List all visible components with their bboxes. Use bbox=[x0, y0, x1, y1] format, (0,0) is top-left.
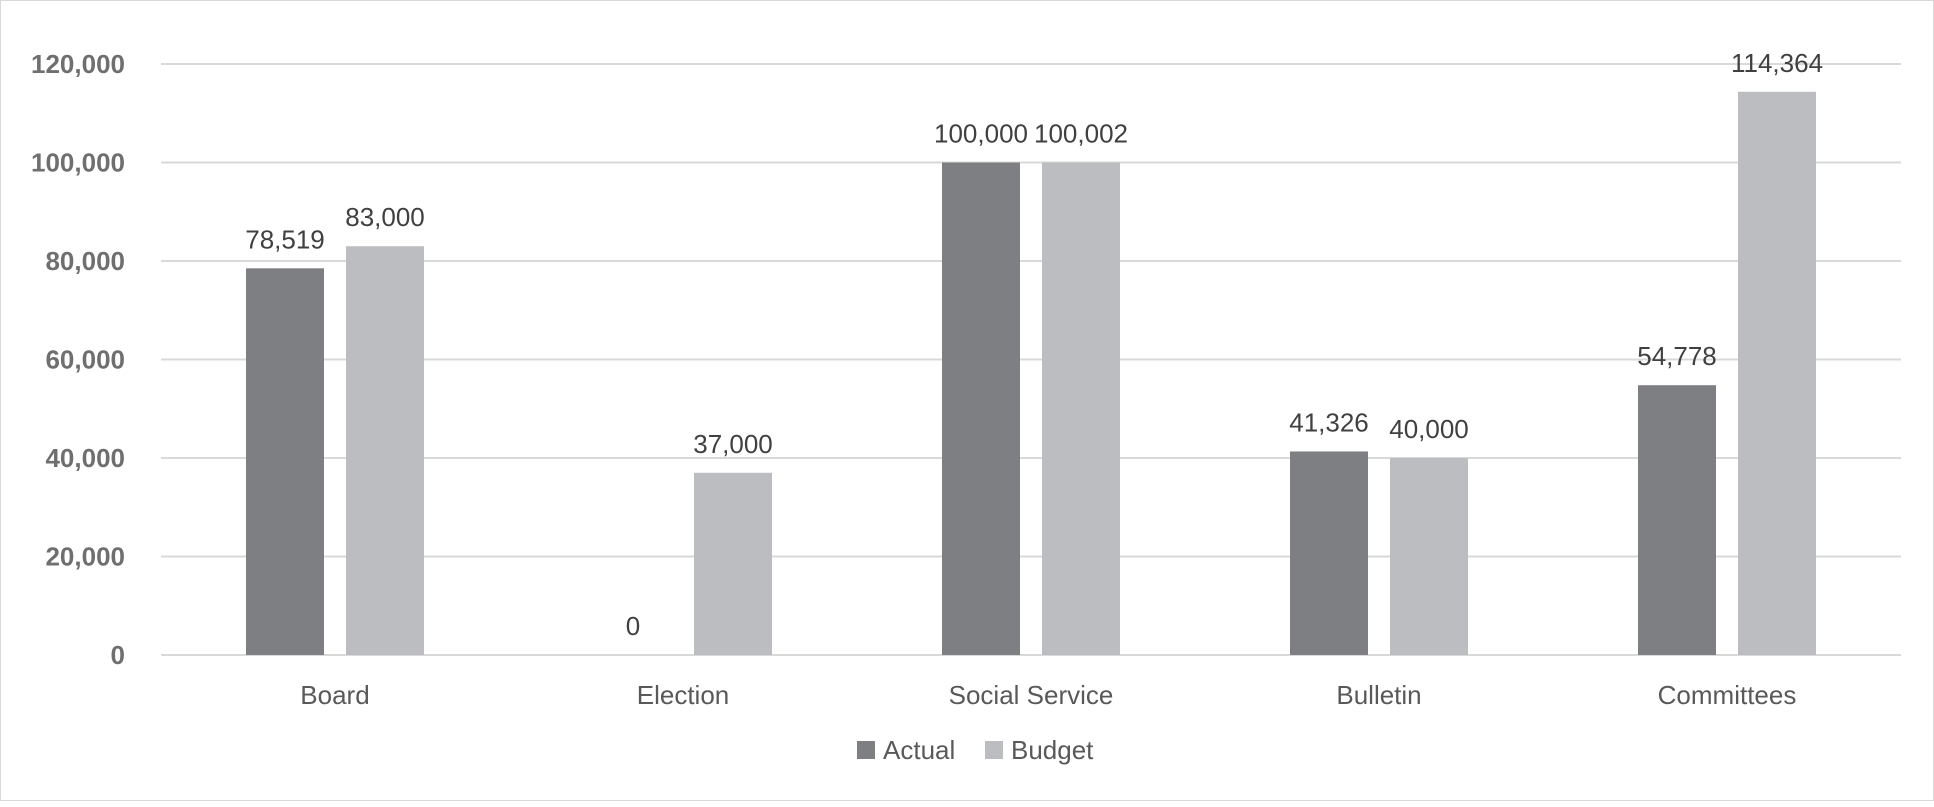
y-tick-label: 100,000 bbox=[31, 148, 125, 178]
bar-actual bbox=[246, 268, 324, 655]
y-tick-label: 0 bbox=[111, 640, 125, 670]
data-label: 78,519 bbox=[245, 224, 325, 254]
bar-actual bbox=[942, 162, 1020, 655]
category-label: Committees bbox=[1658, 680, 1797, 710]
data-label: 100,000 bbox=[934, 119, 1028, 149]
category-label: Board bbox=[300, 680, 369, 710]
bar-budget bbox=[694, 472, 772, 655]
y-tick-label: 60,000 bbox=[45, 345, 125, 375]
data-label: 0 bbox=[626, 611, 640, 641]
legend: Actual Budget bbox=[857, 735, 1094, 765]
bar-budget bbox=[1738, 91, 1816, 655]
data-label: 40,000 bbox=[1389, 414, 1469, 444]
y-tick-label: 80,000 bbox=[45, 246, 125, 276]
legend-swatch-budget bbox=[985, 741, 1003, 759]
category-label: Social Service bbox=[949, 680, 1114, 710]
y-axis-ticks: 0 20,000 40,000 60,000 80,000 100,000 120,000 bbox=[31, 49, 125, 670]
data-labels: 78,519 83,000 0 37,000 100,000 100,002 41,326 4… bbox=[245, 48, 1823, 641]
bar-budget bbox=[1390, 458, 1468, 655]
data-label: 83,000 bbox=[345, 202, 425, 232]
bars bbox=[246, 91, 1816, 655]
category-label: Bulletin bbox=[1336, 680, 1421, 710]
data-label: 100,002 bbox=[1034, 118, 1128, 148]
bar-actual bbox=[1290, 451, 1368, 655]
y-tick-label: 20,000 bbox=[45, 542, 125, 572]
y-tick-label: 120,000 bbox=[31, 49, 125, 79]
legend-label: Actual bbox=[883, 735, 955, 765]
data-label: 114,364 bbox=[1731, 48, 1823, 78]
bar-budget bbox=[346, 246, 424, 655]
bar-actual bbox=[1638, 385, 1716, 655]
gridlines bbox=[161, 63, 1901, 656]
legend-label: Budget bbox=[1011, 735, 1094, 765]
data-label: 54,778 bbox=[1637, 341, 1717, 371]
data-label: 41,326 bbox=[1289, 407, 1369, 437]
legend-swatch-actual bbox=[857, 741, 875, 759]
category-label: Election bbox=[637, 680, 730, 710]
x-axis-categories: Board Election Social Service Bulletin Commi… bbox=[300, 680, 1796, 710]
data-label: 37,000 bbox=[693, 429, 773, 459]
bar-budget bbox=[1042, 162, 1120, 655]
y-tick-label: 40,000 bbox=[45, 443, 125, 473]
